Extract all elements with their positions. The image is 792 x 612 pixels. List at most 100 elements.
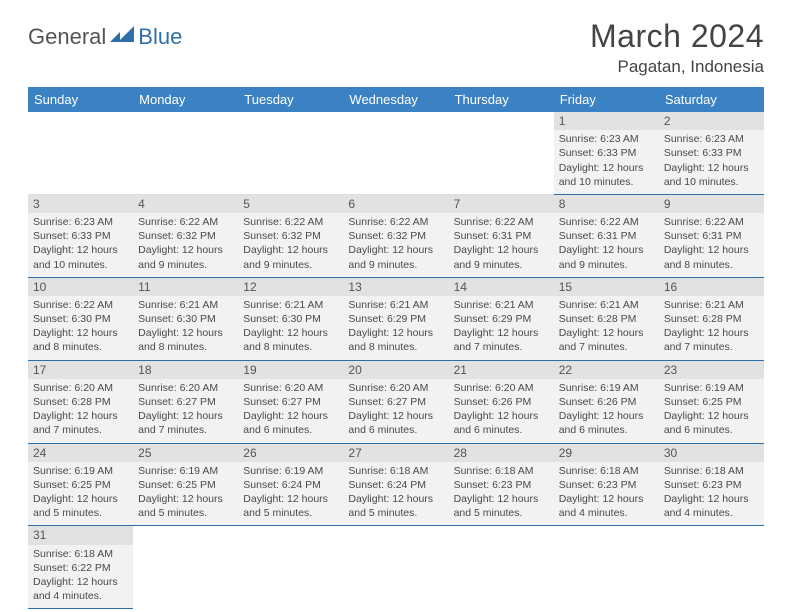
day-info-line: Daylight: 12 hours [33, 326, 128, 340]
day-number: 29 [554, 444, 659, 462]
day-info-line: Daylight: 12 hours [559, 326, 654, 340]
day-info-line: Daylight: 12 hours [243, 243, 338, 257]
day-info-line: Sunset: 6:29 PM [454, 312, 549, 326]
day-info-line: Sunset: 6:23 PM [664, 478, 759, 492]
day-info-line: and 6 minutes. [348, 423, 443, 437]
calendar-week-row: 3Sunrise: 6:23 AMSunset: 6:33 PMDaylight… [28, 194, 764, 277]
calendar-day-cell: 4Sunrise: 6:22 AMSunset: 6:32 PMDaylight… [133, 194, 238, 277]
calendar-day-cell: 1Sunrise: 6:23 AMSunset: 6:33 PMDaylight… [554, 112, 659, 194]
day-info-line: and 4 minutes. [664, 506, 759, 520]
day-info-line: and 9 minutes. [138, 258, 233, 272]
day-info-line: and 8 minutes. [348, 340, 443, 354]
day-info-line: Sunrise: 6:21 AM [138, 298, 233, 312]
day-info-line: Daylight: 12 hours [454, 492, 549, 506]
calendar-day-cell: 19Sunrise: 6:20 AMSunset: 6:27 PMDayligh… [238, 360, 343, 443]
day-info-line: Sunrise: 6:22 AM [348, 215, 443, 229]
calendar-day-cell [343, 526, 448, 609]
day-info-line: Sunset: 6:23 PM [454, 478, 549, 492]
day-info-line: Sunset: 6:25 PM [138, 478, 233, 492]
day-info-line: Sunrise: 6:18 AM [33, 547, 128, 561]
day-info-line: Sunrise: 6:18 AM [454, 464, 549, 478]
day-info-line: Daylight: 12 hours [559, 161, 654, 175]
day-info-line: Sunset: 6:27 PM [243, 395, 338, 409]
header: General Blue March 2024 Pagatan, Indones… [28, 18, 764, 77]
day-info-line: Sunset: 6:26 PM [454, 395, 549, 409]
calendar-day-cell [133, 526, 238, 609]
day-info-line: Daylight: 12 hours [664, 326, 759, 340]
day-info-line: Sunset: 6:27 PM [348, 395, 443, 409]
day-info-line: Daylight: 12 hours [33, 409, 128, 423]
calendar-day-cell: 29Sunrise: 6:18 AMSunset: 6:23 PMDayligh… [554, 443, 659, 526]
day-info-line: Daylight: 12 hours [138, 326, 233, 340]
day-info-line: Sunset: 6:27 PM [138, 395, 233, 409]
calendar-day-cell: 22Sunrise: 6:19 AMSunset: 6:26 PMDayligh… [554, 360, 659, 443]
day-info-line: and 9 minutes. [348, 258, 443, 272]
calendar-day-cell: 3Sunrise: 6:23 AMSunset: 6:33 PMDaylight… [28, 194, 133, 277]
day-info-line: Daylight: 12 hours [138, 243, 233, 257]
day-info-line: Sunrise: 6:20 AM [454, 381, 549, 395]
day-info-line: and 6 minutes. [559, 423, 654, 437]
day-info-line: Daylight: 12 hours [559, 409, 654, 423]
day-info-line: Sunset: 6:32 PM [243, 229, 338, 243]
day-number: 4 [133, 195, 238, 213]
calendar-day-cell: 12Sunrise: 6:21 AMSunset: 6:30 PMDayligh… [238, 277, 343, 360]
day-number: 24 [28, 444, 133, 462]
day-info-line: and 6 minutes. [243, 423, 338, 437]
day-number: 27 [343, 444, 448, 462]
day-info-line: Daylight: 12 hours [243, 492, 338, 506]
day-info-line: and 10 minutes. [33, 258, 128, 272]
day-info-line: Daylight: 12 hours [243, 326, 338, 340]
day-info-line: Sunset: 6:28 PM [559, 312, 654, 326]
day-info-line: Sunset: 6:26 PM [559, 395, 654, 409]
day-number: 9 [659, 195, 764, 213]
day-info-line: and 8 minutes. [243, 340, 338, 354]
day-info-line: Sunrise: 6:18 AM [664, 464, 759, 478]
day-info-line: Daylight: 12 hours [559, 243, 654, 257]
day-info-line: and 9 minutes. [559, 258, 654, 272]
day-info-line: Daylight: 12 hours [348, 326, 443, 340]
day-info-line: and 5 minutes. [348, 506, 443, 520]
day-info-line: and 7 minutes. [559, 340, 654, 354]
day-info-line: Sunrise: 6:23 AM [33, 215, 128, 229]
calendar-day-cell [449, 526, 554, 609]
day-info-line: Daylight: 12 hours [138, 409, 233, 423]
calendar-day-cell [28, 112, 133, 194]
day-info-line: Sunset: 6:24 PM [348, 478, 443, 492]
day-number: 31 [28, 526, 133, 544]
day-info-line: and 10 minutes. [559, 175, 654, 189]
calendar-day-cell: 25Sunrise: 6:19 AMSunset: 6:25 PMDayligh… [133, 443, 238, 526]
day-info-line: Sunrise: 6:19 AM [664, 381, 759, 395]
day-info-line: Sunset: 6:33 PM [33, 229, 128, 243]
day-number: 16 [659, 278, 764, 296]
weekday-header: Wednesday [343, 87, 448, 112]
calendar-day-cell [238, 526, 343, 609]
day-info-line: Sunset: 6:31 PM [559, 229, 654, 243]
day-number: 13 [343, 278, 448, 296]
day-info-line: Daylight: 12 hours [243, 409, 338, 423]
day-info-line: Daylight: 12 hours [348, 243, 443, 257]
day-info-line: Sunset: 6:31 PM [454, 229, 549, 243]
day-info-line: Sunrise: 6:19 AM [559, 381, 654, 395]
day-info-line: Daylight: 12 hours [559, 492, 654, 506]
day-info-line: Sunrise: 6:20 AM [138, 381, 233, 395]
calendar-day-cell: 24Sunrise: 6:19 AMSunset: 6:25 PMDayligh… [28, 443, 133, 526]
day-info-line: Sunset: 6:33 PM [664, 146, 759, 160]
calendar-day-cell: 2Sunrise: 6:23 AMSunset: 6:33 PMDaylight… [659, 112, 764, 194]
day-number: 30 [659, 444, 764, 462]
day-info-line: Sunrise: 6:21 AM [664, 298, 759, 312]
calendar-week-row: 10Sunrise: 6:22 AMSunset: 6:30 PMDayligh… [28, 277, 764, 360]
calendar-day-cell [449, 112, 554, 194]
day-number: 12 [238, 278, 343, 296]
day-info-line: and 7 minutes. [664, 340, 759, 354]
day-info-line: and 6 minutes. [454, 423, 549, 437]
day-info-line: and 9 minutes. [454, 258, 549, 272]
day-info-line: Daylight: 12 hours [664, 492, 759, 506]
day-info-line: and 8 minutes. [33, 340, 128, 354]
calendar-day-cell: 11Sunrise: 6:21 AMSunset: 6:30 PMDayligh… [133, 277, 238, 360]
day-info-line: Daylight: 12 hours [348, 492, 443, 506]
day-number: 7 [449, 195, 554, 213]
day-info-line: Sunrise: 6:22 AM [454, 215, 549, 229]
day-info-line: Sunrise: 6:21 AM [243, 298, 338, 312]
day-info-line: Sunrise: 6:19 AM [243, 464, 338, 478]
day-info-line: Daylight: 12 hours [33, 492, 128, 506]
